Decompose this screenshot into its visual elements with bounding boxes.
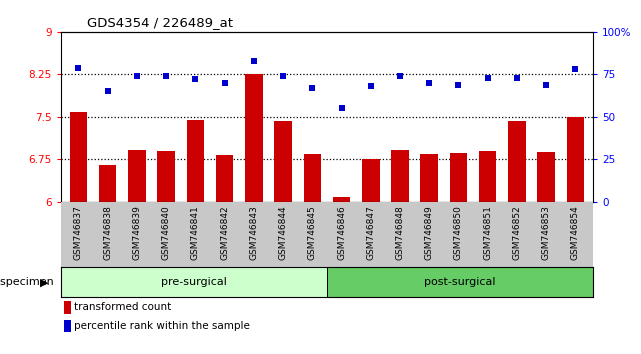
Bar [70,112,87,354]
Point [73,65,83,70]
Text: GSM746837: GSM746837 [74,205,83,260]
Text: GSM746851: GSM746851 [483,205,492,260]
Text: GSM746845: GSM746845 [308,205,317,260]
Text: GDS4354 / 226489_at: GDS4354 / 226489_at [87,16,233,29]
Bar [450,153,467,354]
Point [570,67,581,72]
Bar [157,151,175,354]
Bar [216,155,233,354]
Point [365,84,376,89]
Bar [567,117,584,354]
Text: GSM746846: GSM746846 [337,205,346,260]
Point [103,88,113,94]
Text: GSM746849: GSM746849 [425,205,434,260]
Point [453,82,463,87]
Text: transformed count: transformed count [74,302,172,313]
Bar [64,301,71,314]
Text: GSM746843: GSM746843 [249,205,258,260]
Point [278,73,288,79]
Point [219,80,229,86]
Bar [245,74,263,354]
Bar [61,267,327,297]
Bar [187,120,204,354]
Point [161,73,171,79]
Text: GSM746844: GSM746844 [279,205,288,260]
Point [190,76,201,82]
Text: GSM746850: GSM746850 [454,205,463,260]
Bar [64,320,71,332]
Text: GSM746847: GSM746847 [366,205,375,260]
Point [483,75,493,81]
Point [249,58,259,64]
Text: GSM746854: GSM746854 [571,205,580,260]
Bar [362,159,379,354]
Bar [274,121,292,354]
Point [395,73,405,79]
Text: post-surgical: post-surgical [424,277,495,287]
Text: ▶: ▶ [40,277,48,287]
Text: GSM746852: GSM746852 [512,205,521,260]
Bar [391,150,409,354]
Text: GSM746841: GSM746841 [191,205,200,260]
Bar [128,150,146,354]
Text: GSM746842: GSM746842 [220,205,229,260]
Text: percentile rank within the sample: percentile rank within the sample [74,321,250,331]
Point [132,73,142,79]
Bar [333,197,350,354]
Point [541,82,551,87]
Text: specimen: specimen [0,277,57,287]
Point [337,105,347,111]
Point [307,85,317,91]
Text: GSM746838: GSM746838 [103,205,112,260]
Text: GSM746853: GSM746853 [542,205,551,260]
Bar [508,121,526,354]
Bar [420,154,438,354]
Bar [479,151,497,354]
Bar [327,267,593,297]
Point [424,80,435,86]
Bar [304,154,321,354]
Text: pre-surgical: pre-surgical [161,277,227,287]
Bar [99,165,117,354]
Bar [537,152,555,354]
Text: GSM746840: GSM746840 [162,205,171,260]
Point [512,75,522,81]
Text: GSM746848: GSM746848 [395,205,404,260]
Text: GSM746839: GSM746839 [133,205,142,260]
